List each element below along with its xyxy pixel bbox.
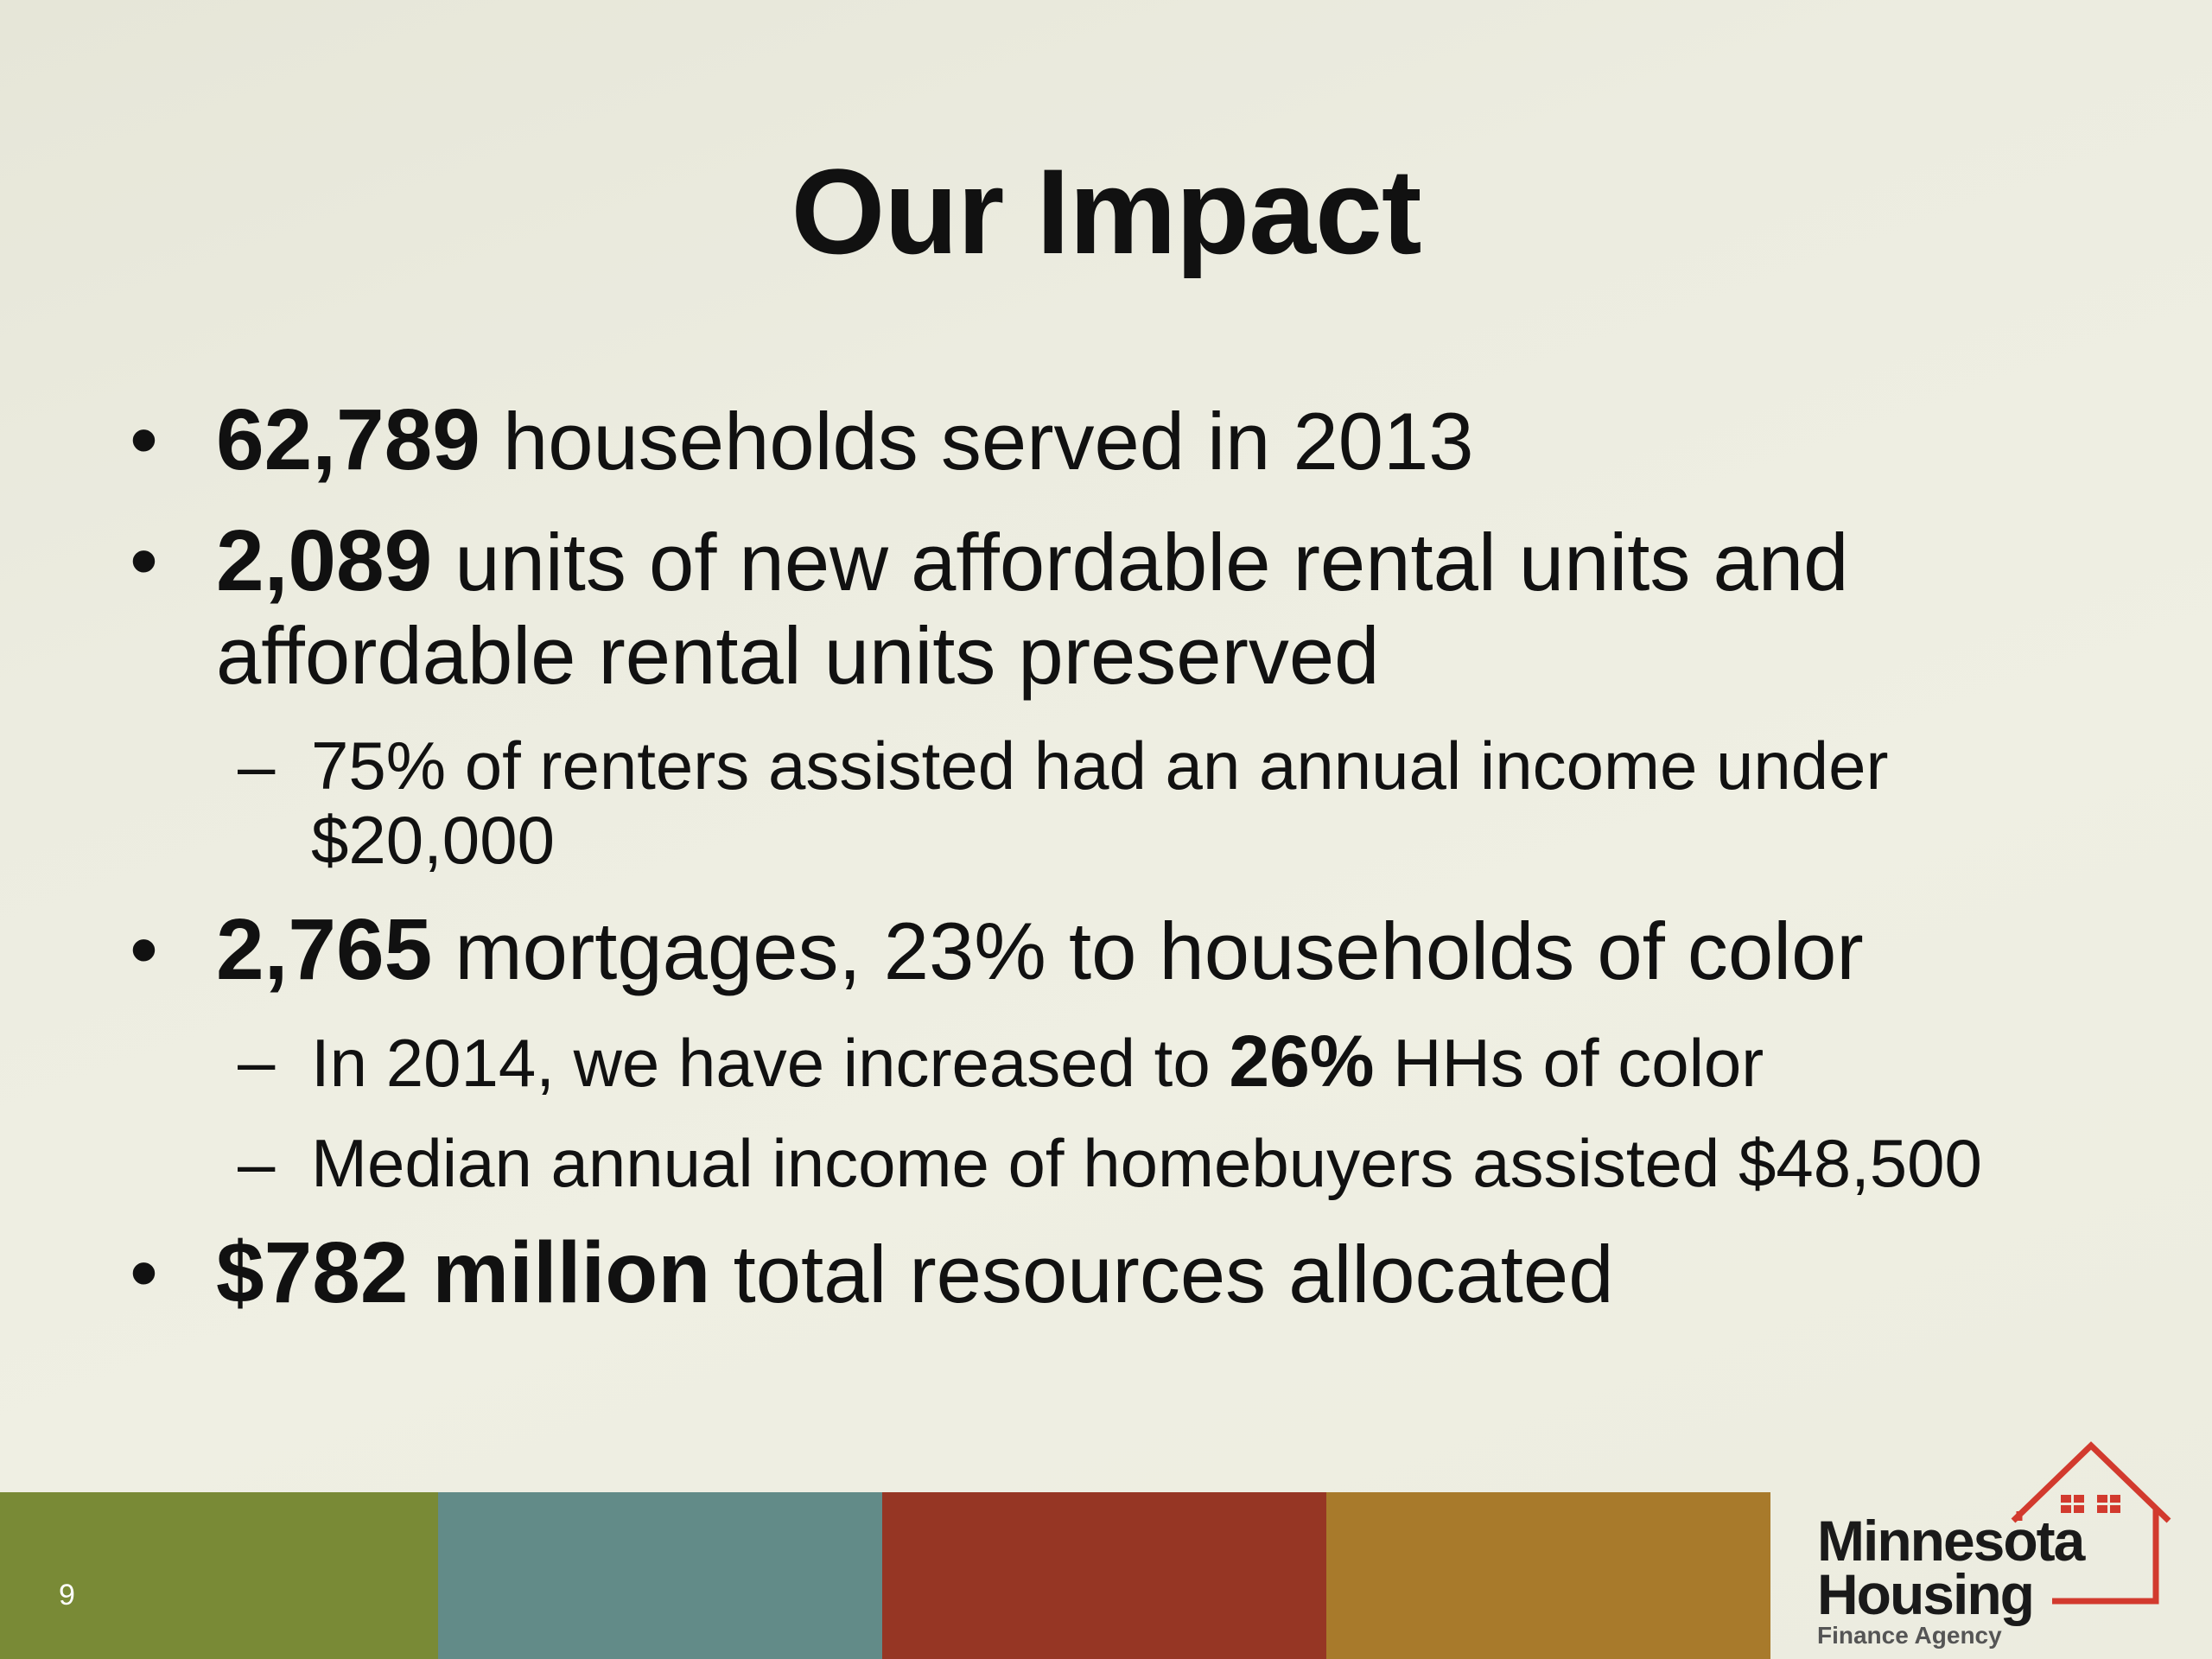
page-number: 9 [59,1579,75,1611]
bullet-item: • 62,789 households served in 2013 [130,393,2143,488]
house-logo-icon [2011,1441,2171,1605]
bullet-marker: • [130,515,158,606]
bullet-item: • 2,089 units of new affordable rental u… [130,514,2143,702]
sub-bullet-marker: – [238,728,276,804]
bullet-text: households served in 2013 [480,396,1474,486]
bullet-marker: • [130,904,158,995]
bullet-text: units of new affordable rental units and… [216,517,1849,701]
sub-bullet-text: 75% of renters assisted had an annual in… [311,728,1889,878]
logo-wordmark: Minnesota Housing Finance Agency [1817,1509,2085,1650]
slide-title: Our Impact [791,143,1421,279]
sub-bullet-marker: – [238,1125,276,1201]
logo-line-1: Minnesota [1817,1509,2085,1573]
sub-bullet-item: – In 2014, we have increased to 26% HHs … [130,1024,2143,1100]
bullet-highlight: $782 million [216,1224,711,1321]
footer-bar-red [882,1492,1326,1659]
bullet-highlight: 2,765 [216,901,433,998]
sub-bullet-highlight: 26% [1229,1020,1375,1102]
bullet-highlight: 2,089 [216,512,433,609]
logo-line-3: Finance Agency [1817,1622,2002,1649]
bullet-text: mortgages, 23% to households of color [432,906,1864,996]
sub-bullet-item: – Median annual income of homebuyers ass… [130,1126,2143,1200]
bullet-list: • 62,789 households served in 2013 • 2,0… [130,393,2143,1347]
footer-bar-gold [1326,1492,1770,1659]
sub-bullet-marker: – [238,1023,276,1099]
bullet-item: • $782 million total resources allocated [130,1226,2143,1321]
sub-bullet-text: Median annual income of homebuyers assis… [311,1125,1982,1201]
footer-bar-teal [438,1492,882,1659]
bullet-marker: • [130,1227,158,1318]
bullet-item: • 2,765 mortgages, 23% to households of … [130,903,2143,998]
sub-bullet-item: – 75% of renters assisted had an annual … [130,728,2143,877]
bullet-text: total resources allocated [710,1229,1614,1319]
footer-bar-green [0,1492,438,1659]
bullet-marker: • [130,394,158,485]
logo-line-2: Housing [1817,1562,2035,1626]
sub-bullet-text-end: HHs of color [1374,1025,1764,1101]
sub-bullet-text: In 2014, we have increased to [311,1025,1230,1101]
bullet-highlight: 62,789 [216,391,480,488]
